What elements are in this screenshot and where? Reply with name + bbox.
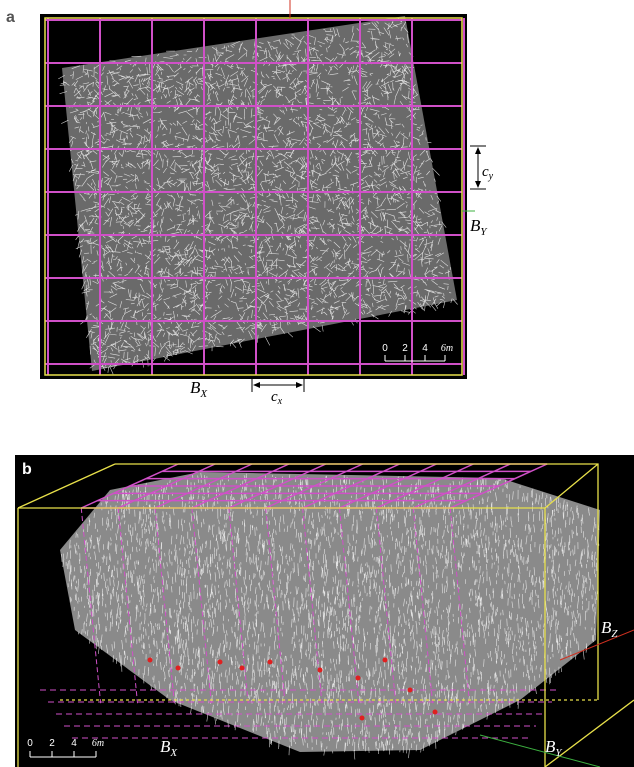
label-sub: Y bbox=[480, 226, 488, 238]
marker bbox=[148, 658, 153, 663]
scale-label: 2 bbox=[402, 343, 408, 354]
marker bbox=[360, 716, 365, 721]
scale-label: 0 bbox=[382, 343, 388, 354]
arrow-head bbox=[253, 382, 260, 388]
label-sub: Z bbox=[611, 628, 618, 640]
label-main: B bbox=[160, 737, 171, 756]
scale-label: 4 bbox=[422, 343, 428, 354]
marker bbox=[356, 676, 361, 681]
marker bbox=[383, 658, 388, 663]
arrow-head bbox=[475, 181, 481, 188]
label-sub: X bbox=[169, 747, 178, 759]
label-main: B bbox=[190, 378, 201, 397]
marker bbox=[318, 668, 323, 673]
b-y-label: BY bbox=[470, 216, 488, 238]
figure: a cy BY BX cx 0 2 4 6m bbox=[0, 0, 634, 767]
label-main: B bbox=[601, 618, 612, 637]
panel-label: b bbox=[22, 461, 32, 478]
marker bbox=[240, 666, 245, 671]
scale-label: 6m bbox=[92, 738, 104, 749]
scale-label: 6m bbox=[441, 343, 453, 354]
arrow-head bbox=[475, 147, 481, 154]
arrow-head bbox=[296, 382, 303, 388]
label-main: B bbox=[470, 216, 481, 235]
c-x-label: cx bbox=[271, 389, 283, 407]
panel-label: a bbox=[6, 9, 15, 26]
label-sub: y bbox=[488, 171, 494, 182]
scale-label: 0 bbox=[27, 738, 33, 749]
marker bbox=[176, 666, 181, 671]
marker bbox=[218, 660, 223, 665]
scale-label: 2 bbox=[49, 738, 55, 749]
marker bbox=[408, 688, 413, 693]
b-x-label: BX bbox=[190, 378, 208, 400]
marker bbox=[268, 660, 273, 665]
page: {"panel_a": {"label": "a", "c_y": {"main… bbox=[0, 0, 634, 767]
marker bbox=[433, 710, 438, 715]
label-sub: X bbox=[199, 388, 208, 400]
label-sub: x bbox=[277, 396, 283, 407]
scale-label: 4 bbox=[71, 738, 77, 749]
panel-b: b BZ BX BY 0 2 4 6m bbox=[15, 455, 634, 767]
label-main: B bbox=[545, 737, 556, 756]
c-y-label: cy bbox=[482, 164, 494, 182]
panel-a: a cy BY BX cx 0 2 4 6m bbox=[6, 0, 494, 407]
